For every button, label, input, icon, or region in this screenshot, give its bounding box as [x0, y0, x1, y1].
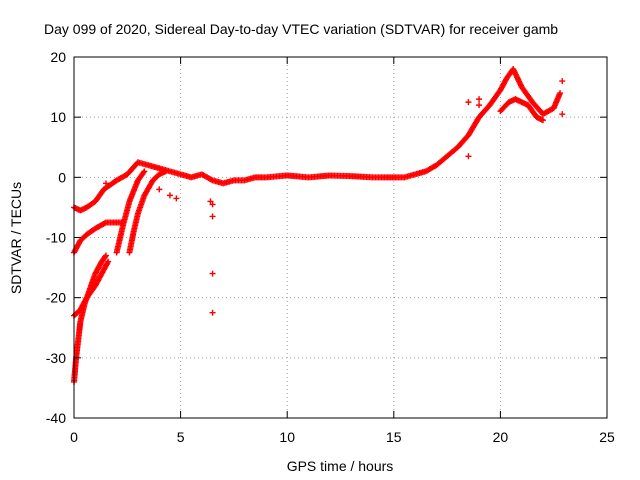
data-point	[557, 90, 564, 97]
data-point-outlier	[559, 111, 566, 118]
data-point-outlier	[207, 198, 214, 205]
y-tick-label: 20	[50, 49, 66, 65]
data-point	[105, 258, 112, 265]
plot-frame	[73, 56, 608, 419]
x-tick-label: 15	[386, 429, 402, 445]
y-tick-label: -40	[46, 410, 66, 426]
data-point-outlier	[209, 270, 216, 277]
data-point-outlier	[173, 195, 180, 202]
x-tick-label: 20	[493, 429, 509, 445]
y-tick-label: -10	[46, 230, 66, 246]
chart-title: Day 099 of 2020, Sidereal Day-to-day VTE…	[44, 21, 558, 37]
data-point	[162, 168, 169, 175]
y-axis-label: SDTVAR / TECUs	[8, 182, 24, 294]
x-tick-label: 25	[599, 429, 615, 445]
data-points	[71, 66, 566, 385]
x-axis-label: GPS time / hours	[287, 458, 394, 474]
data-point-outlier	[559, 78, 566, 85]
data-point-outlier	[209, 309, 216, 316]
axis-ticks: 0 5 10 15 20 25 -40 -30 -20 -10 0 10 20	[46, 49, 615, 445]
data-point-outlier	[166, 192, 173, 199]
data-point-outlier	[465, 99, 472, 106]
data-point-outlier	[465, 153, 472, 160]
y-tick-label: 10	[50, 109, 66, 125]
data-point	[540, 117, 547, 124]
data-point-outlier	[102, 180, 109, 187]
grid	[74, 57, 607, 418]
y-tick-label: -20	[46, 290, 66, 306]
data-point	[141, 168, 148, 175]
x-tick-label: 10	[279, 429, 295, 445]
data-point-outlier	[476, 102, 483, 109]
x-tick-label: 0	[70, 429, 78, 445]
data-point-outlier	[476, 96, 483, 103]
data-point-outlier	[209, 213, 216, 220]
data-point-outlier	[156, 186, 163, 193]
y-tick-label: 0	[58, 169, 66, 185]
data-point	[102, 253, 109, 260]
data-point-outlier	[209, 201, 216, 208]
data-point	[102, 252, 109, 259]
y-tick-label: -30	[46, 350, 66, 366]
x-tick-label: 5	[177, 429, 185, 445]
data-point	[140, 169, 147, 176]
